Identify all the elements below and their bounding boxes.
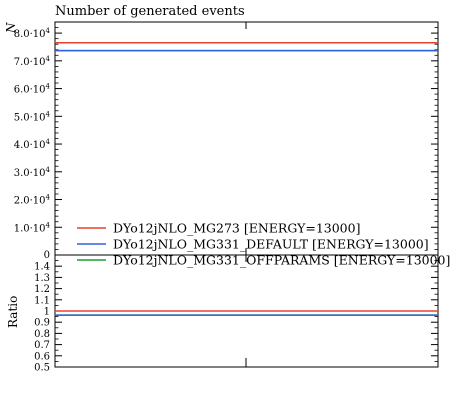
ratio-y-tick-label-0: 0.5 [34, 363, 50, 374]
main-y-axis-label: N [4, 22, 18, 34]
ratio-y-tick-label-8: 1.3 [34, 273, 50, 284]
ratio-y-tick-label-3: 0.8 [34, 329, 50, 340]
main-y-tick-label-5: 6.0·104 [14, 83, 51, 96]
main-series-lines [55, 42, 438, 52]
ratio-y-tick-label-6: 1.1 [34, 295, 50, 306]
ratio-panel: Ratio 0.50.60.70.80.911.11.21.31.4 [6, 254, 439, 374]
legend-label-2: DYo12jNLO_MG331_OFFPARAMS [ENERGY=13000] [113, 253, 450, 268]
main-y-tick-label-1: 2.0·104 [14, 194, 51, 207]
main-y-tick-label-4: 5.0·104 [14, 110, 51, 123]
ratio-y-tick-label-1: 0.6 [34, 351, 50, 362]
main-y-tick-label-6: 7.0·104 [14, 55, 51, 68]
chart-title: Number of generated events [55, 4, 245, 19]
main-y-tick-label-2: 3.0·104 [14, 166, 51, 179]
ratio-y-axis-label: Ratio [6, 296, 20, 328]
main-panel: N 1.0·104 2.0·104 3.0·104 4.0·104 5.0·104 6.0… [4, 21, 439, 261]
ratio-series-lines [55, 310, 438, 316]
ratio-y-tick-label-4: 0.9 [34, 318, 50, 329]
legend-label-0: DYo12jNLO_MG273 [ENERGY=13000] [113, 221, 360, 236]
legend: DYo12jNLO_MG273 [ENERGY=13000]DYo12jNLO_… [77, 221, 450, 268]
ratio-y-tick-label-7: 1.2 [34, 284, 50, 295]
ratio-y-tick-label-5: 1 [44, 307, 50, 318]
main-y-ticks: 1.0·104 2.0·104 3.0·104 4.0·104 5.0·104 6.0·1… [14, 21, 438, 261]
main-y-tick-label-zero: 0 [44, 250, 50, 261]
ratio-y-ticks: 0.50.60.70.80.911.11.21.31.4 [34, 260, 438, 374]
main-y-tick-label-3: 4.0·104 [14, 138, 51, 151]
main-y-tick-label-0: 1.0·104 [14, 221, 51, 234]
legend-label-1: DYo12jNLO_MG331_DEFAULT [ENERGY=13000] [113, 237, 429, 252]
ratio-y-tick-label-9: 1.4 [34, 262, 50, 273]
ratio-y-tick-label-2: 0.7 [34, 340, 50, 351]
main-y-tick-label-7: 8.0·104 [14, 27, 51, 40]
